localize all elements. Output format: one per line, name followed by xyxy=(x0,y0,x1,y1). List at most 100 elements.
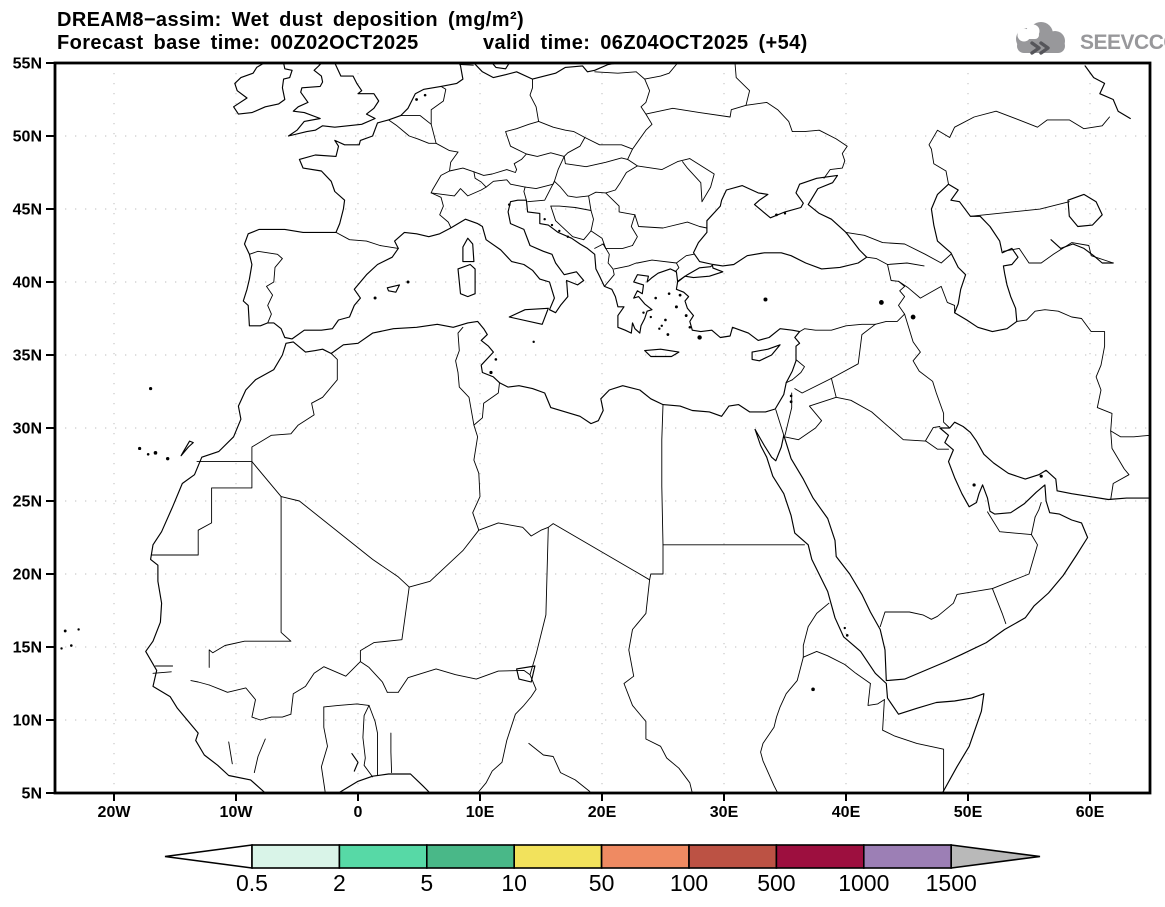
country-border xyxy=(649,544,664,581)
axes: 55N 50N 45N 40N 35N 30N 25N 20N 15N 10N 5N 20W 10W 0 1… xyxy=(13,56,1105,822)
country-border xyxy=(529,78,540,122)
island-dot xyxy=(153,451,158,455)
colorbar-right-arrow xyxy=(950,844,1041,869)
country-border xyxy=(553,155,565,182)
country-border xyxy=(644,63,679,80)
coastline xyxy=(180,440,194,457)
island-dot xyxy=(688,325,692,329)
country-border xyxy=(675,253,694,264)
coastline xyxy=(386,284,401,293)
country-border xyxy=(527,180,555,203)
country-border xyxy=(632,71,653,150)
island-dot xyxy=(406,280,410,284)
island-dot xyxy=(674,305,678,309)
country-border xyxy=(430,151,459,194)
coastline xyxy=(644,348,680,358)
country-border xyxy=(550,205,594,241)
country-border xyxy=(455,326,475,426)
country-border xyxy=(602,243,615,287)
island-dot xyxy=(678,293,682,297)
island-dot xyxy=(415,98,418,101)
island-dot xyxy=(811,687,815,692)
country-border xyxy=(400,115,432,125)
page-title: DREAM8−assim: Wet dust deposition (mg/m²… xyxy=(57,9,525,31)
country-border xyxy=(879,588,993,628)
coastline xyxy=(516,665,536,683)
country-border xyxy=(991,516,1038,590)
colorbar-label: 50 xyxy=(589,870,615,896)
island-dot xyxy=(642,311,645,314)
colorbar-segment xyxy=(688,844,778,869)
forecast-base-time: Forecast base time: 00Z02OCT2025 xyxy=(57,32,419,54)
country-border xyxy=(408,529,480,588)
coastline xyxy=(751,344,781,362)
coastline xyxy=(233,63,293,115)
country-border xyxy=(1034,502,1042,518)
coastline xyxy=(462,237,475,263)
colorbar-segment xyxy=(513,844,603,869)
country-border xyxy=(627,158,638,167)
country-border xyxy=(623,579,693,793)
island-dot xyxy=(789,400,793,404)
country-border xyxy=(645,101,848,179)
coastline xyxy=(692,174,868,270)
country-border xyxy=(1110,430,1130,500)
colorbar-segment xyxy=(338,844,428,869)
lat-tick-label: 55N xyxy=(13,56,42,73)
colorbar-segment xyxy=(251,844,341,869)
island-dot xyxy=(494,358,498,361)
lon-tick-label: 60E xyxy=(1076,804,1105,821)
colorbar-label: 5 xyxy=(420,870,433,896)
country-border xyxy=(538,120,586,138)
colorbar-label: 1000 xyxy=(838,870,889,896)
country-border xyxy=(524,180,555,190)
island-dot xyxy=(146,452,150,456)
island-dot xyxy=(843,626,846,630)
island-dot xyxy=(70,644,73,647)
country-border xyxy=(802,650,871,684)
country-border xyxy=(368,704,378,776)
lon-tick-label: 40E xyxy=(832,804,861,821)
country-border xyxy=(605,245,633,249)
island-dot xyxy=(566,235,570,238)
coastline xyxy=(508,307,549,325)
colorbar-label: 100 xyxy=(670,870,708,896)
country-border xyxy=(636,259,677,264)
island-dot xyxy=(664,318,667,322)
lat-tick-label: 40N xyxy=(13,275,42,292)
colorbar-segment xyxy=(862,844,952,869)
country-border xyxy=(473,153,527,176)
island-dot xyxy=(697,335,702,340)
country-border xyxy=(874,280,906,325)
country-border xyxy=(802,602,830,658)
country-border xyxy=(478,522,651,581)
lat-tick-label: 20N xyxy=(13,567,42,584)
country-border xyxy=(248,250,283,324)
country-border xyxy=(594,71,637,74)
country-border xyxy=(925,440,949,450)
country-border xyxy=(228,741,233,765)
island-dot xyxy=(878,300,884,305)
country-border xyxy=(867,683,885,706)
country-border xyxy=(928,110,1110,185)
country-border xyxy=(887,262,925,267)
country-border xyxy=(791,359,805,381)
country-border xyxy=(630,214,638,246)
island-dot xyxy=(550,223,554,227)
coastline xyxy=(351,753,359,772)
island-dot xyxy=(423,93,427,97)
colorbar: 0.5 2 5 10 50 100 500 1000 1500 xyxy=(164,844,1041,896)
country-border xyxy=(605,165,638,194)
country-border xyxy=(553,180,590,198)
country-border xyxy=(208,684,261,721)
country-border xyxy=(505,120,540,155)
seevccc-logo: SEEVCCC xyxy=(1003,20,1165,62)
island-dot xyxy=(660,324,663,327)
island-dot xyxy=(775,213,778,217)
lat-tick-label: 35N xyxy=(13,348,42,365)
country-border xyxy=(190,680,210,686)
island-dot xyxy=(532,340,535,344)
country-border xyxy=(830,323,876,379)
country-border xyxy=(969,201,1070,217)
country-border xyxy=(529,526,549,676)
